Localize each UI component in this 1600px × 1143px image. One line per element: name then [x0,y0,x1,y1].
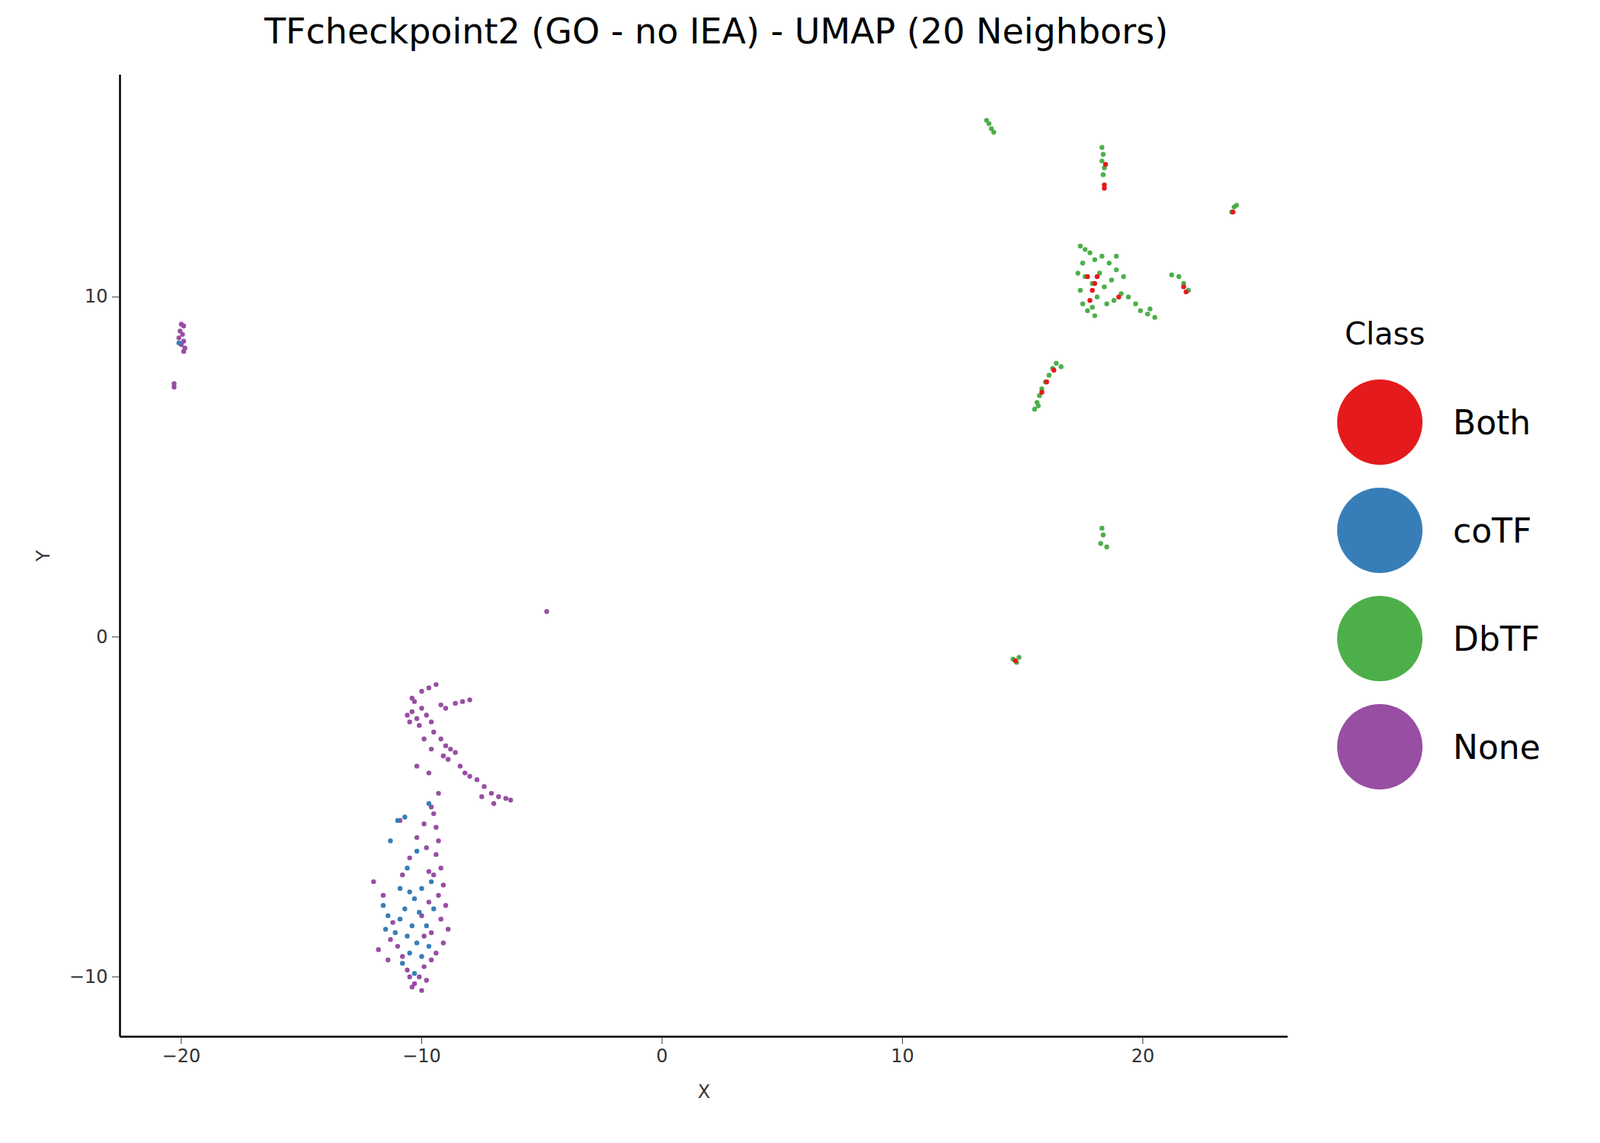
svg-text:10: 10 [890,1045,915,1067]
svg-text:20: 20 [1131,1045,1156,1067]
svg-text:X: X [697,1081,711,1103]
html-text:None: None [1452,727,1541,767]
html-text:coTF: coTF [1452,510,1532,550]
html-text:Class: Class [1344,316,1425,352]
svg-text:10: 10 [84,285,109,308]
html-text:DbTF: DbTF [1452,619,1540,658]
svg-text:Y: Y [32,550,55,563]
svg-text:−10: −10 [69,966,109,988]
svg-text:0: 0 [656,1045,668,1067]
svg-text:0: 0 [96,626,108,648]
html-text:TFcheckpoint2 (GO - no IEA) -: TFcheckpoint2 (GO - no IEA) - UMAP (20 N… [264,10,1169,52]
html-text:Both: Both [1452,402,1531,442]
svg-text:−20: −20 [162,1045,202,1067]
svg-text:−10: −10 [402,1045,442,1067]
